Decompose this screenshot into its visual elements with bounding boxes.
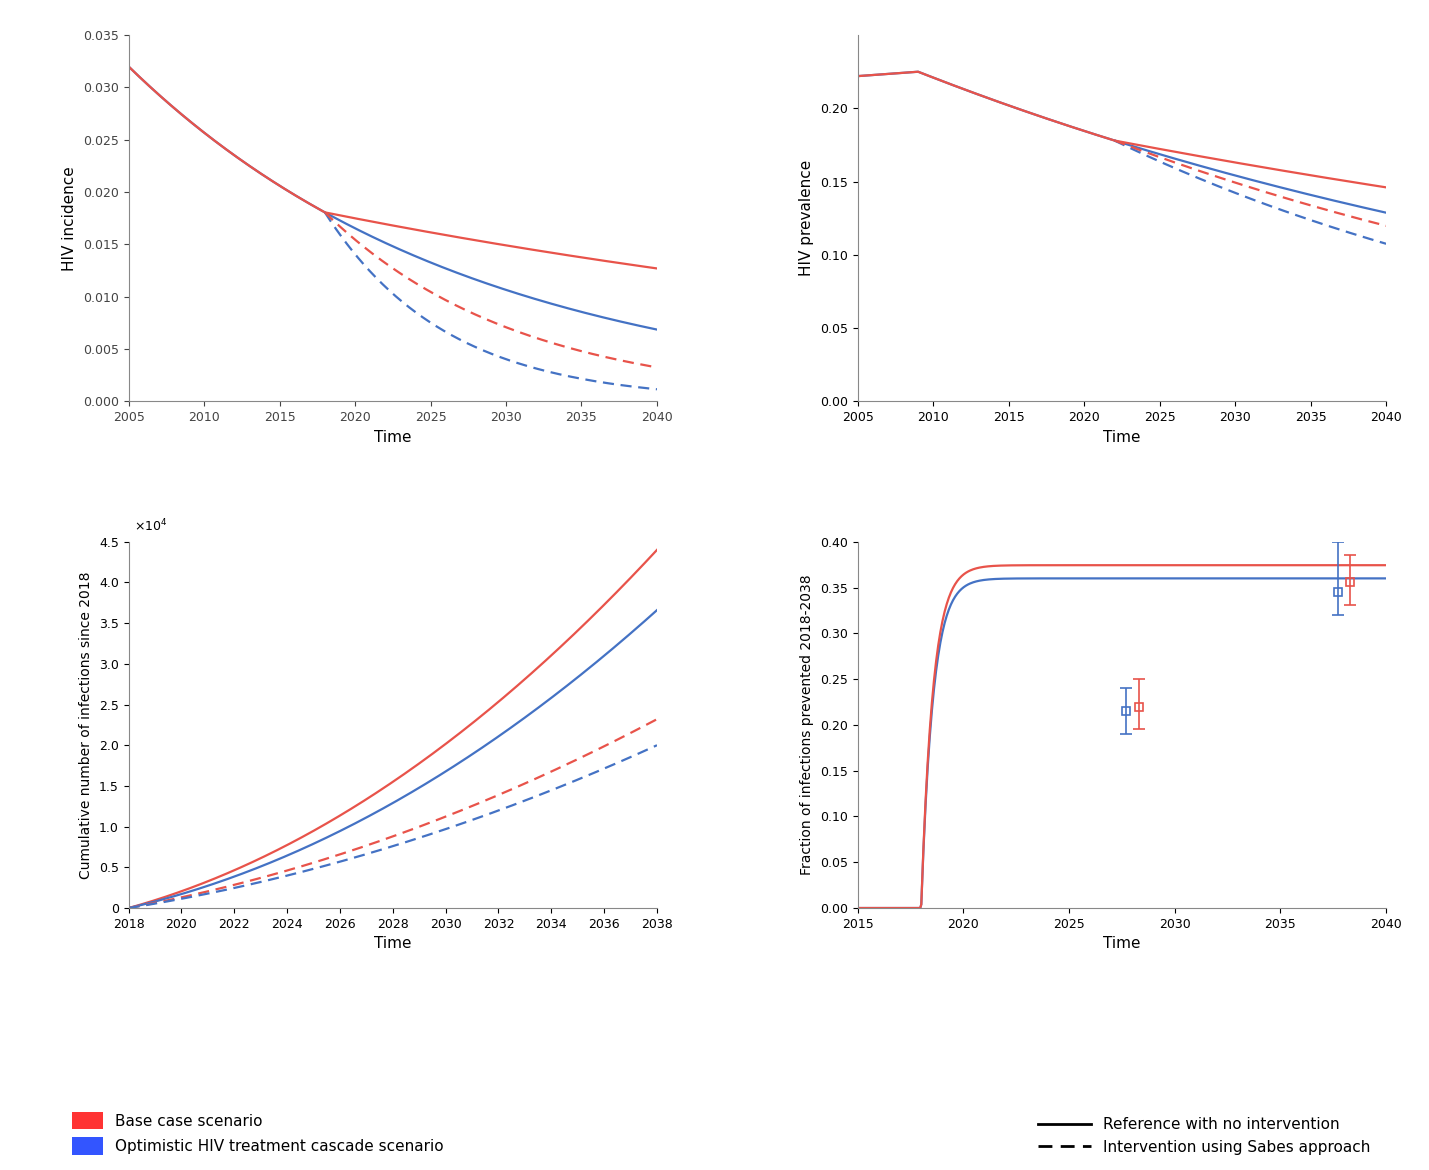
Legend: Base case scenario, Optimistic HIV treatment cascade scenario: Base case scenario, Optimistic HIV treat…	[64, 1104, 452, 1162]
X-axis label: Time: Time	[374, 429, 412, 445]
X-axis label: Time: Time	[1103, 429, 1140, 445]
Y-axis label: HIV incidence: HIV incidence	[63, 166, 77, 270]
Y-axis label: Fraction of infections prevented 2018-2038: Fraction of infections prevented 2018-20…	[800, 574, 815, 875]
Legend: Reference with no intervention, Intervention using Sabes approach: Reference with no intervention, Interven…	[1030, 1109, 1379, 1162]
Y-axis label: HIV prevalence: HIV prevalence	[799, 160, 815, 276]
X-axis label: Time: Time	[1103, 936, 1140, 951]
Y-axis label: Cumulative number of infections since 2018: Cumulative number of infections since 20…	[80, 571, 93, 879]
X-axis label: Time: Time	[374, 936, 412, 951]
Text: $\times10^4$: $\times10^4$	[134, 518, 167, 535]
